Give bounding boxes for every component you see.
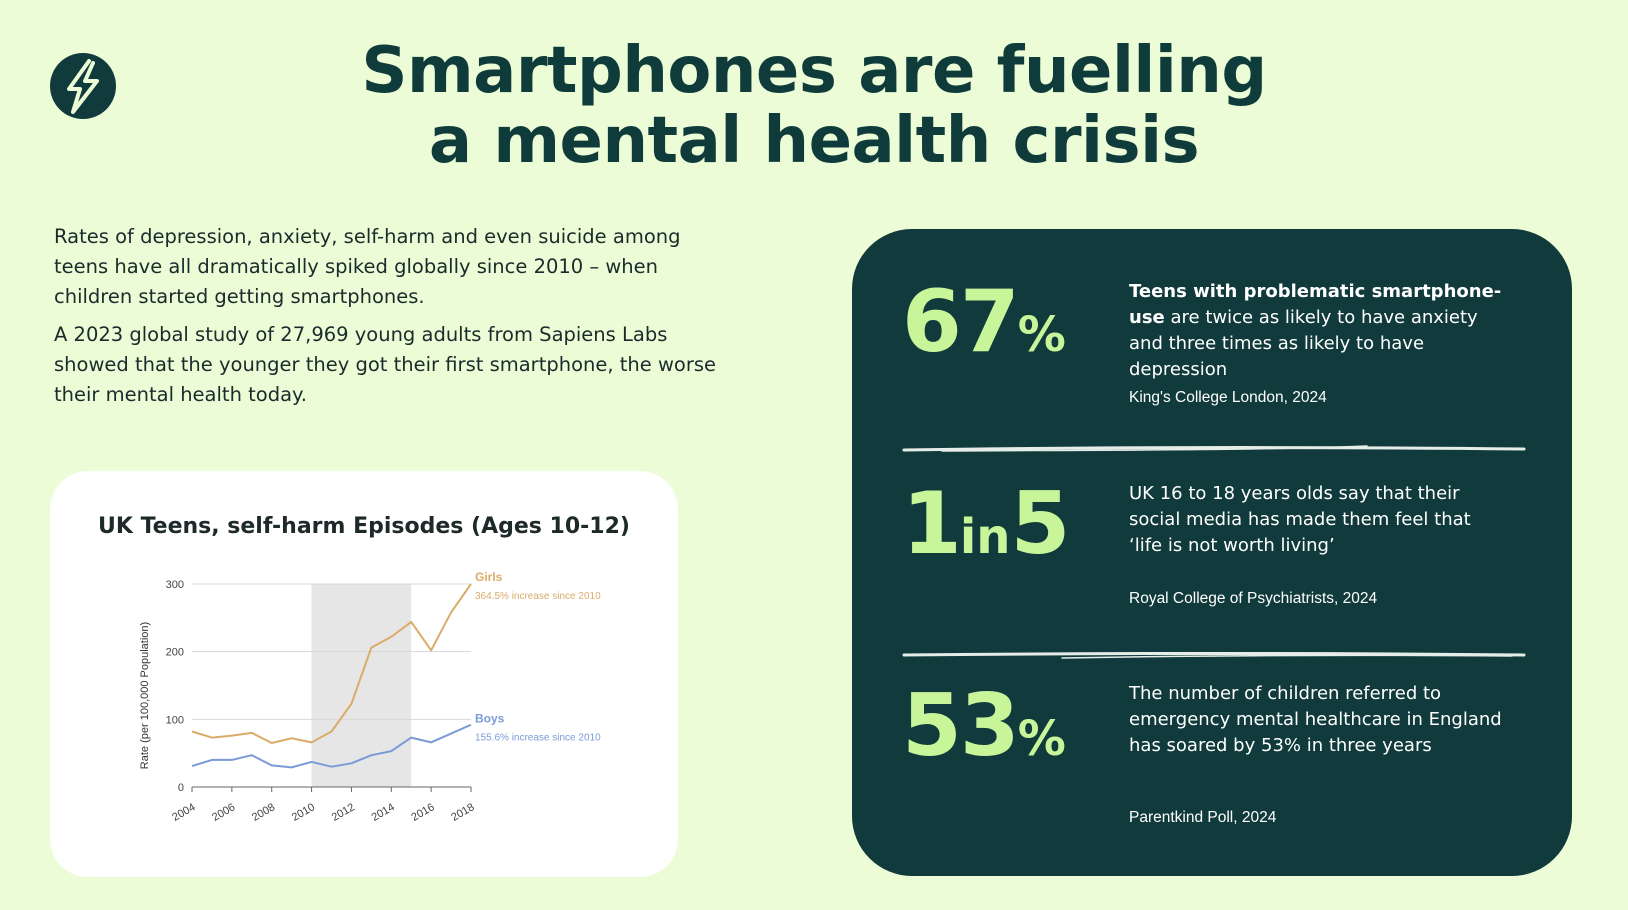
y-tick-label: 0 <box>178 782 184 794</box>
stat-3-text: The number of children referred to emerg… <box>1129 683 1502 756</box>
x-tick-label: 2010 <box>290 801 317 824</box>
stat-2-text: UK 16 to 18 years olds say that their so… <box>1129 483 1471 556</box>
divider-1 <box>902 445 1526 452</box>
x-tick-label: 2004 <box>170 801 197 824</box>
stat-1-text-rest: are twice as likely to have anxiety and … <box>1129 307 1478 380</box>
stat-1-source: King's College London, 2024 <box>1129 389 1327 406</box>
y-tick-label: 200 <box>166 647 184 659</box>
intro-paragraph-1: Rates of depression, anxiety, self-harm … <box>54 225 681 308</box>
stats-panel: 67% Teens with problematic smartphone-us… <box>852 229 1572 876</box>
series-annotation-girls: 364.5% increase since 2010 <box>475 591 601 602</box>
series-label-girls: Girls <box>475 570 503 584</box>
title-line-2: a mental health crisis <box>428 104 1200 178</box>
intro-paragraph-2: A 2023 global study of 27,969 young adul… <box>54 323 717 406</box>
stat-1-value: 67 <box>902 272 1020 372</box>
stat-3-number: 53% <box>902 681 1132 784</box>
stat-2-value-a: 1 <box>902 474 962 574</box>
stat-1-text-bold: Teens with problematic smartphone-use <box>1129 281 1502 328</box>
series-line-boys <box>191 723 472 769</box>
divider-2 <box>902 652 1526 659</box>
x-tick-label: 2016 <box>409 801 436 824</box>
stat-1-text: Teens with problematic smartphone-use ar… <box>1129 279 1504 383</box>
chart-card: UK Teens, self-harm Episodes (Ages 10-12… <box>50 471 678 877</box>
page-title: Smartphones are fuelling a mental health… <box>300 36 1328 176</box>
series-annotation-boys: 155.6% increase since 2010 <box>475 733 601 744</box>
y-tick-label: 100 <box>166 714 184 726</box>
stat-3-source: Parentkind Poll, 2024 <box>1129 809 1277 826</box>
series-label-boys: Boys <box>475 712 505 726</box>
x-tick-label: 2012 <box>330 801 357 824</box>
chart-title: UK Teens, self-harm Episodes (Ages 10-12… <box>98 514 630 539</box>
y-axis-label: Rate (per 100,000 Population) <box>139 622 151 769</box>
stat-2-value-b: 5 <box>1010 474 1070 574</box>
stat-2-value-mid: in <box>959 509 1011 565</box>
title-line-1: Smartphones are fuelling <box>361 34 1267 108</box>
stat-3-suffix: % <box>1017 711 1066 767</box>
y-tick-label: 300 <box>166 579 184 591</box>
highlight-band <box>311 584 412 787</box>
lightning-bolt-icon <box>50 53 116 119</box>
x-tick-label: 2006 <box>210 801 237 824</box>
stat-1-suffix: % <box>1017 307 1066 363</box>
series-line-girls <box>191 583 472 745</box>
x-tick-label: 2008 <box>250 801 277 824</box>
stat-1-number: 67% <box>902 277 1132 380</box>
x-tick-label: 2018 <box>449 801 476 824</box>
stat-3-value: 53 <box>902 676 1020 776</box>
self-harm-chart: UK Teens, self-harm Episodes (Ages 10-12… <box>98 514 630 824</box>
x-tick-label: 2014 <box>370 801 397 824</box>
stat-2-source: Royal College of Psychiatrists, 2024 <box>1129 590 1378 607</box>
intro-text: Rates of depression, anxiety, self-harm … <box>54 222 734 418</box>
stat-2-number: 1in5 <box>902 479 1132 582</box>
